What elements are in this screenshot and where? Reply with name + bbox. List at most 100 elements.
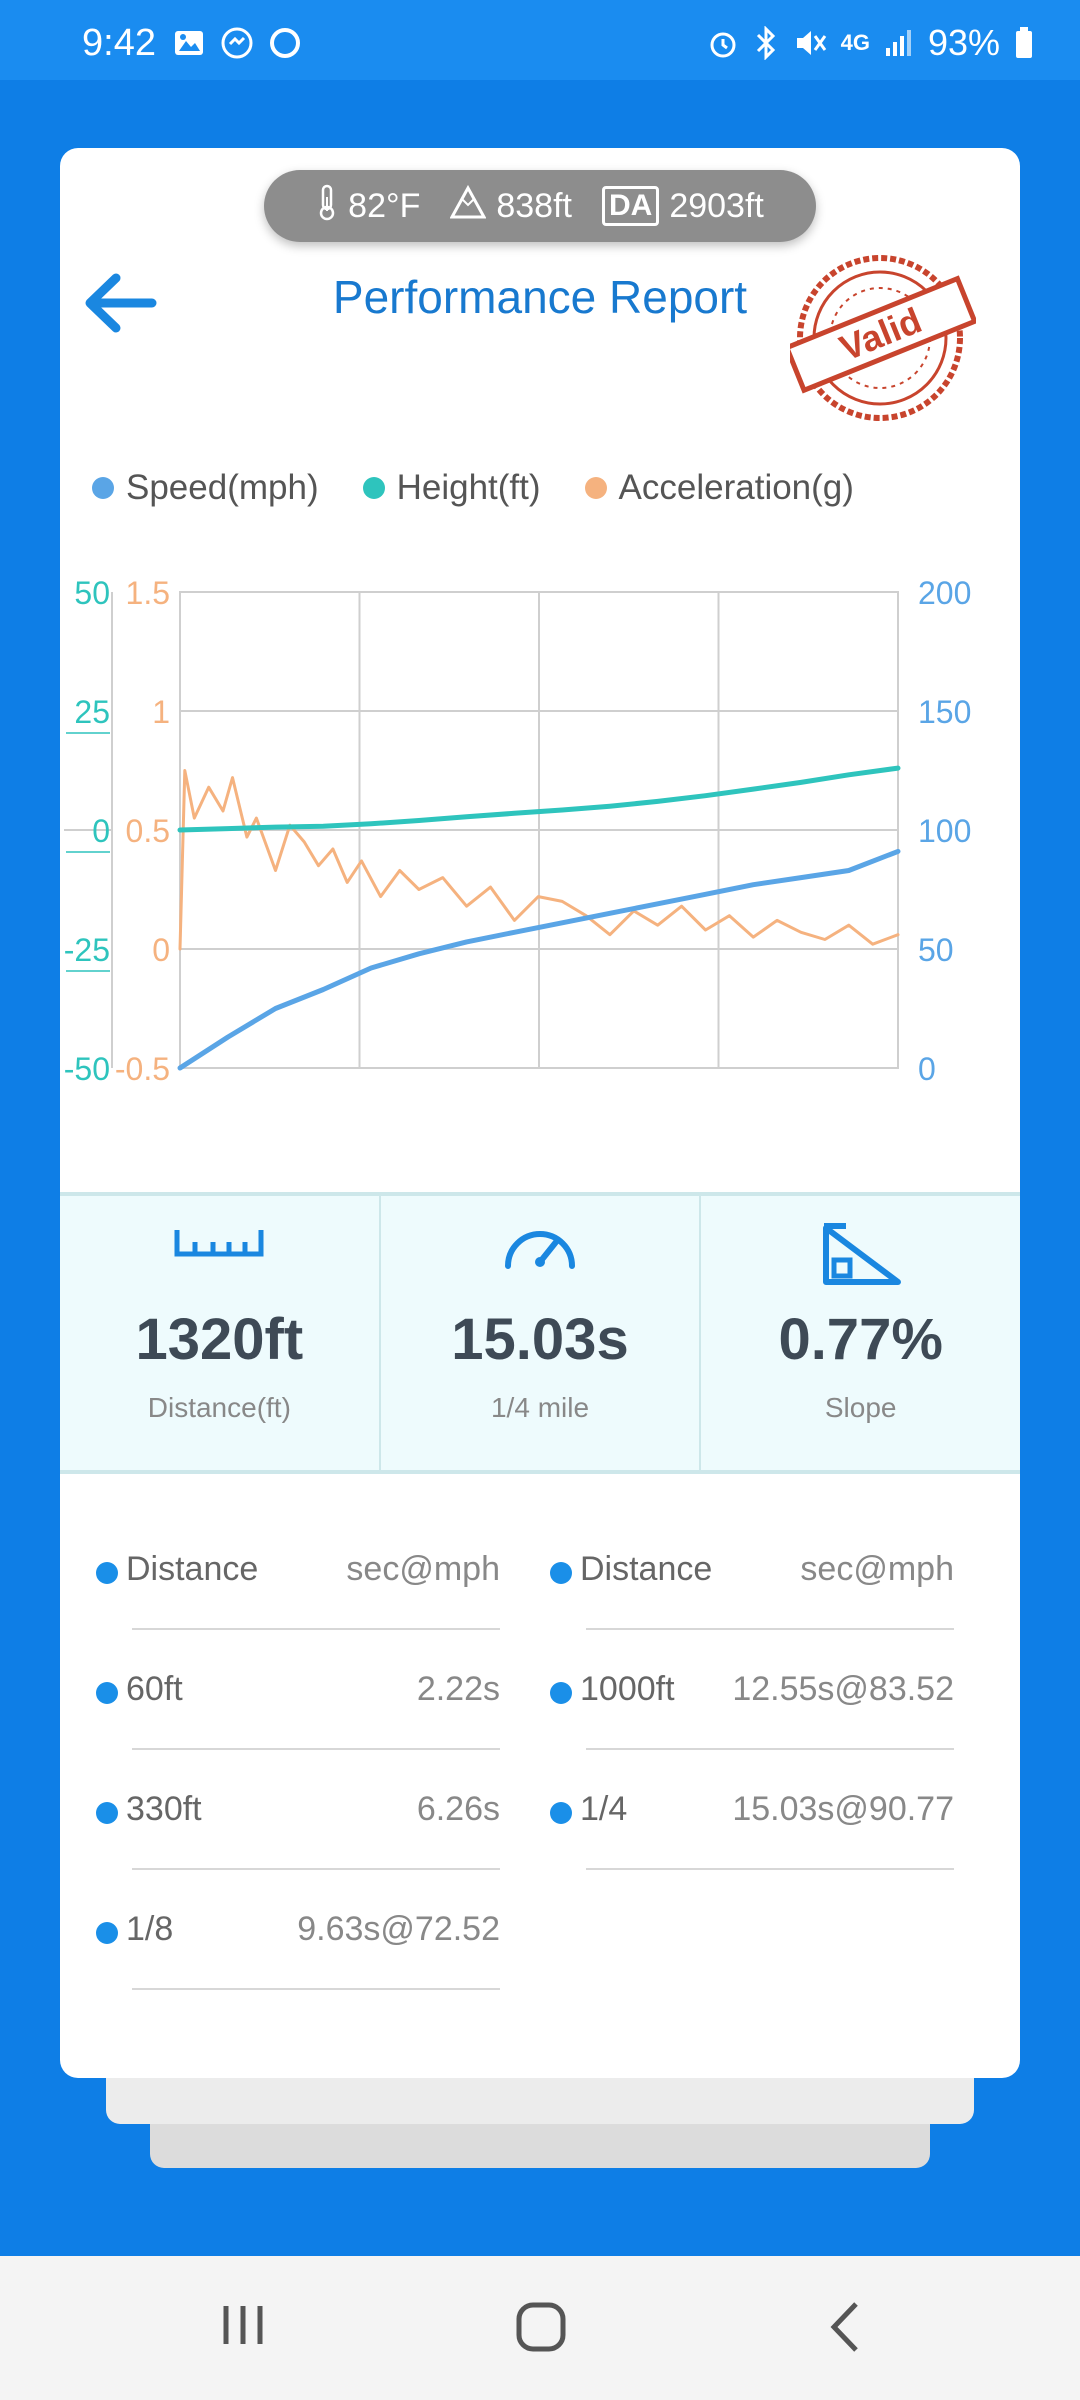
circle-icon	[268, 26, 302, 60]
time-header: sec@mph	[800, 1550, 954, 1588]
speed-tick-label: 200	[918, 575, 971, 611]
network-label: 4G	[840, 30, 870, 55]
acceleration-tick-label: 1.5	[126, 575, 170, 611]
row-divider	[586, 1748, 954, 1750]
stat-label: Distance(ft)	[147, 1392, 291, 1423]
thermometer-icon	[316, 183, 338, 230]
split-distance: 330ft	[126, 1790, 202, 1828]
height-legend-dot	[362, 477, 385, 499]
speed-series-line	[177, 848, 901, 1071]
row-divider	[132, 1988, 500, 1990]
stat-label: Slope	[824, 1392, 897, 1423]
split-time: 15.03s@90.77	[732, 1790, 954, 1828]
height-tick-label: 0	[92, 813, 110, 849]
row-divider	[132, 1748, 500, 1750]
battery-percent: 93%	[927, 22, 1000, 63]
split-header-right: Distance sec@mph	[514, 1510, 954, 1630]
bullet-dot	[96, 1802, 118, 1824]
legend-label: Acceleration(g)	[618, 468, 854, 507]
signal-icon	[884, 28, 914, 58]
acceleration-legend-dot	[584, 477, 607, 499]
system-nav-bar	[0, 2256, 1080, 2400]
split-time: 6.26s	[416, 1790, 500, 1828]
density-altitude-value: 2903ft	[669, 186, 764, 225]
stats-panel: 1320ft Distance(ft) 15.03s 1/4 mile 0.77…	[60, 1192, 1020, 1474]
altitude-value: 838ft	[496, 186, 572, 225]
stat-quarter-mile: 15.03s 1/4 mile	[378, 1196, 700, 1470]
split-time: 9.63s@72.52	[297, 1910, 500, 1948]
legend-label: Height(ft)	[396, 468, 541, 507]
bullet-dot	[96, 1922, 118, 1944]
ruler-icon	[173, 1222, 265, 1267]
row-divider	[586, 1868, 954, 1870]
height-series-line	[177, 765, 901, 833]
time-header: sec@mph	[346, 1550, 500, 1588]
mute-icon	[793, 26, 827, 60]
acceleration-tick-label: -0.5	[115, 1051, 170, 1087]
temperature-value: 82°F	[348, 186, 421, 225]
stat-distance: 1320ft Distance(ft)	[60, 1196, 379, 1470]
performance-report-card	[60, 148, 1020, 2078]
arrow-left-icon	[85, 273, 157, 333]
image-icon	[172, 26, 206, 60]
speed-tick-label: 50	[918, 932, 954, 968]
alarm-icon	[707, 27, 739, 59]
recent-apps-icon[interactable]	[218, 2300, 268, 2355]
altitude-item: 838ft	[449, 184, 572, 228]
density-altitude-item: DA 2903ft	[601, 186, 764, 226]
stat-value: 1320ft	[135, 1307, 304, 1372]
legend-item-height: Height(ft)	[362, 468, 541, 508]
status-bar: 9:42 4G 93%	[0, 0, 1080, 80]
split-distance: 1/4	[580, 1790, 628, 1828]
messenger-icon	[220, 26, 254, 60]
status-left-icons	[172, 26, 302, 60]
split-distance: 1/8	[126, 1910, 174, 1948]
stat-slope: 0.77% Slope	[699, 1196, 1020, 1470]
home-icon[interactable]	[514, 2300, 568, 2359]
row-divider	[586, 1628, 954, 1630]
split-header-left: Distance sec@mph	[60, 1510, 500, 1630]
split-row-60ft: 60ft 2.22s	[60, 1630, 500, 1750]
back-icon[interactable]	[824, 2300, 864, 2359]
acceleration-series-line	[178, 769, 900, 951]
legend-item-acceleration: Acceleration(g)	[584, 468, 854, 508]
split-time: 2.22s	[416, 1670, 500, 1708]
environment-pill: 82°F 838ft DA 2903ft	[264, 170, 816, 242]
status-right-icons: 4G 93%	[707, 22, 1034, 64]
stat-value: 0.77%	[778, 1307, 943, 1372]
legend-item-speed: Speed(mph)	[92, 468, 319, 508]
bullet-dot	[550, 1802, 572, 1824]
height-tick-label: 50	[74, 575, 110, 611]
battery-icon	[1014, 26, 1034, 60]
stat-label: 1/4 mile	[490, 1392, 590, 1423]
status-time: 9:42	[82, 22, 156, 64]
stat-value: 15.03s	[451, 1307, 629, 1372]
page-title: Performance Report	[332, 271, 748, 323]
speedometer-icon	[502, 1222, 578, 1279]
da-badge: DA	[601, 186, 660, 226]
split-row-quarter: 1/4 15.03s@90.77	[514, 1750, 954, 1870]
bullet-dot	[550, 1562, 572, 1584]
split-distance: 60ft	[126, 1670, 183, 1708]
temperature-item: 82°F	[316, 183, 420, 230]
speed-tick-label: 100	[918, 813, 971, 849]
split-row-eighth: 1/8 9.63s@72.52	[60, 1870, 500, 1990]
split-row-330ft: 330ft 6.26s	[60, 1750, 500, 1870]
bluetooth-icon	[753, 26, 779, 60]
performance-chart: 50 25 0 -25 -50 1.5 1 0.5 0 -0.5 200 150 100 50 0	[64, 575, 972, 1087]
speed-legend-dot	[92, 477, 114, 499]
acceleration-tick-label: 0.5	[126, 813, 170, 849]
legend-label: Speed(mph)	[126, 468, 319, 507]
mountain-icon	[449, 184, 487, 228]
speed-tick-label: 150	[918, 694, 971, 730]
acceleration-tick-label: 1	[152, 694, 170, 730]
distance-header: Distance	[126, 1550, 259, 1588]
back-button[interactable]	[80, 268, 160, 338]
height-tick-label: 25	[74, 694, 110, 730]
split-time: 12.55s@83.52	[732, 1670, 954, 1708]
bullet-dot	[96, 1682, 118, 1704]
split-distance: 1000ft	[580, 1670, 675, 1708]
speed-tick-label: 0	[918, 1051, 936, 1087]
row-divider	[132, 1868, 500, 1870]
split-row-1000ft: 1000ft 12.55s@83.52	[514, 1630, 954, 1750]
